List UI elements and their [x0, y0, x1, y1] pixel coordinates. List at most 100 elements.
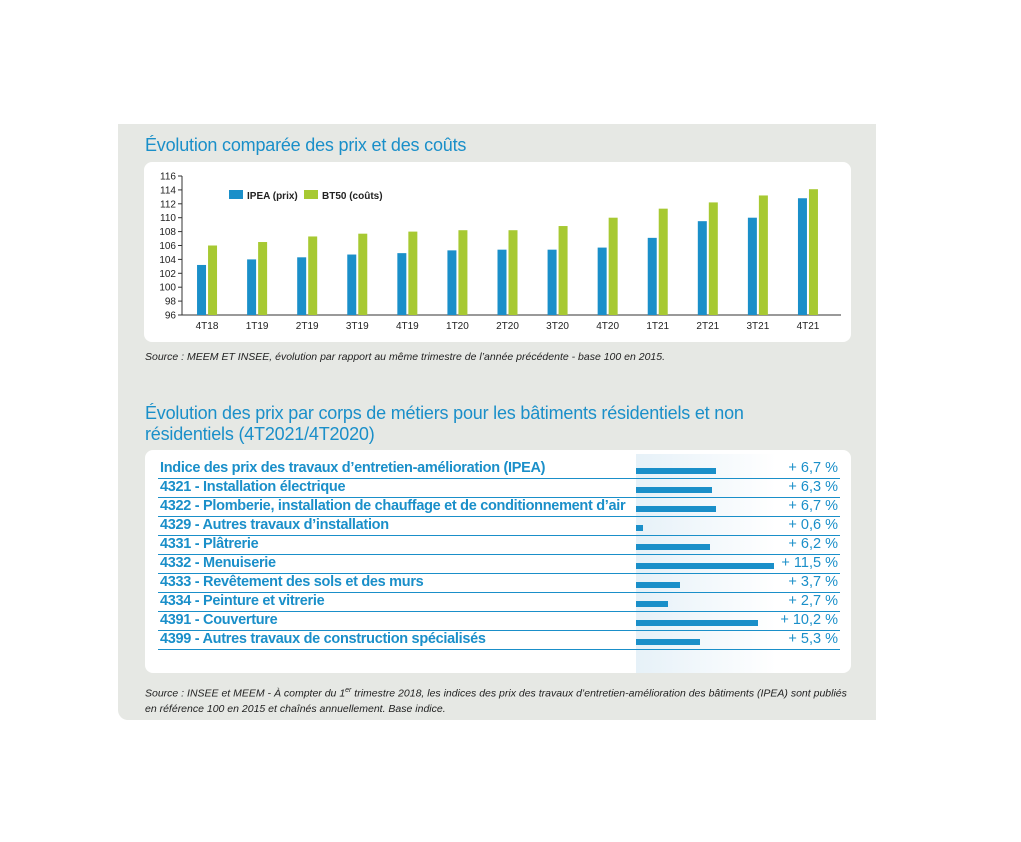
- trade-row: 4334 - Peinture et vitrerie + 2,7 %: [158, 592, 840, 612]
- trade-label: 4334 - Peinture et vitrerie: [160, 593, 325, 609]
- trade-label: Indice des prix des travaux d’entretien-…: [160, 460, 546, 476]
- x-tick-label: 1T21: [646, 321, 669, 332]
- y-tick-label: 104: [159, 255, 176, 266]
- x-tick-label: 3T21: [746, 321, 769, 332]
- trade-bar: [636, 639, 700, 645]
- bar-ipea: [597, 247, 607, 315]
- trade-value: + 2,7 %: [788, 593, 838, 609]
- trade-value: + 0,6 %: [788, 517, 838, 533]
- x-tick-label: 3T19: [346, 321, 369, 332]
- trade-value: + 6,2 %: [788, 536, 838, 552]
- trades-source-sup: er: [345, 687, 352, 694]
- x-tick-label: 4T19: [396, 321, 419, 332]
- trade-label: 4391 - Couverture: [160, 612, 278, 628]
- bar-ipea: [247, 259, 257, 315]
- bar-bt50: [658, 208, 668, 315]
- x-tick-label: 4T18: [196, 321, 219, 332]
- bar-ipea: [547, 249, 557, 315]
- trade-row: 4333 - Revêtement des sols et des murs + …: [158, 573, 840, 593]
- trade-value: + 3,7 %: [788, 574, 838, 590]
- bar-ipea: [647, 237, 657, 315]
- y-tick-label: 114: [160, 185, 176, 196]
- bar-chart: 116 114 112 110 108 106 104 102 100 98 96 4T18 1T19 2…: [159, 172, 841, 332]
- trade-row: 4391 - Couverture + 10,2 %: [158, 611, 840, 631]
- trade-row: 4332 - Menuiserie + 11,5 %: [158, 554, 840, 574]
- legend-label: BT50 (coûts): [322, 191, 383, 202]
- bar-bt50: [258, 242, 268, 315]
- trade-label: 4332 - Menuiserie: [160, 555, 276, 571]
- bar-ipea: [397, 253, 407, 315]
- trade-row: 4329 - Autres travaux d’installation + 0,…: [158, 516, 840, 536]
- bar-ipea: [497, 249, 507, 315]
- bar-ipea: [297, 257, 307, 315]
- trade-value: + 6,7 %: [788, 498, 838, 514]
- trade-label: 4333 - Revêtement des sols et des murs: [160, 574, 424, 590]
- bar-bt50: [708, 202, 718, 315]
- bar-ipea: [447, 250, 457, 315]
- trade-label: 4321 - Installation électrique: [160, 479, 346, 495]
- bar-ipea: [697, 221, 707, 315]
- bar-bt50: [608, 217, 618, 315]
- trade-bar: [636, 544, 711, 550]
- trades-source-part2: trimestre 2018, les indices des prix des…: [145, 687, 847, 715]
- y-tick-label: 110: [160, 213, 176, 224]
- y-tick-label: 102: [159, 269, 176, 280]
- bar-bt50: [758, 195, 768, 315]
- bar-ipea: [747, 217, 757, 315]
- bar-bt50: [558, 226, 568, 315]
- x-tick-label: 1T20: [446, 321, 469, 332]
- trade-value: + 11,5 %: [781, 555, 838, 571]
- x-tick-label: 1T19: [246, 321, 269, 332]
- trade-value: + 6,3 %: [788, 479, 838, 495]
- trade-bar: [636, 506, 717, 512]
- trade-bar: [636, 620, 759, 626]
- trade-value: + 10,2 %: [780, 612, 838, 628]
- trade-bar: [636, 601, 669, 607]
- trade-bar: [636, 582, 681, 588]
- trade-label: 4322 - Plomberie, installation de chauff…: [160, 498, 626, 514]
- x-tick-label: 3T20: [546, 321, 569, 332]
- bar-bt50: [458, 230, 468, 315]
- trade-row: 4399 - Autres travaux de construction sp…: [158, 630, 840, 650]
- trade-row: 4331 - Plâtrerie + 6,2 %: [158, 535, 840, 555]
- y-tick-label: 112: [160, 199, 176, 210]
- trade-label: 4329 - Autres travaux d’installation: [160, 517, 389, 533]
- legend-swatch: [229, 190, 243, 199]
- x-tick-label: 2T21: [696, 321, 719, 332]
- y-tick-label: 108: [159, 227, 176, 238]
- trade-row: 4322 - Plomberie, installation de chauff…: [158, 497, 840, 517]
- trade-row: Indice des prix des travaux d’entretien-…: [158, 459, 840, 479]
- y-tick-label: 106: [159, 241, 176, 252]
- bar-bt50: [408, 231, 418, 315]
- bar-ipea: [347, 254, 357, 315]
- x-tick-label: 4T21: [797, 321, 820, 332]
- y-tick-label: 98: [165, 297, 177, 308]
- trades-source-part1: Source : INSEE et MEEM - À compter du 1: [145, 687, 346, 700]
- x-tick-label: 4T20: [596, 321, 619, 332]
- y-tick-label: 96: [165, 311, 177, 322]
- trades-title: Évolution des prix par corps de métiers …: [145, 403, 744, 444]
- trade-label: 4331 - Plâtrerie: [160, 536, 259, 552]
- trade-bar: [636, 525, 644, 531]
- trade-value: + 5,3 %: [788, 631, 838, 647]
- trade-value: + 6,7 %: [788, 460, 838, 476]
- trade-label: 4399 - Autres travaux de construction sp…: [160, 631, 486, 647]
- trade-bar: [636, 487, 712, 493]
- bar-bt50: [208, 245, 218, 315]
- legend-swatch: [304, 190, 318, 199]
- trade-bar: [636, 563, 774, 569]
- legend-label: IPEA (prix): [247, 191, 298, 202]
- trade-row: 4321 - Installation électrique + 6,3 %: [158, 478, 840, 498]
- x-tick-label: 2T19: [296, 321, 319, 332]
- bar-bt50: [358, 233, 368, 315]
- bar-bt50: [308, 236, 318, 315]
- bar-ipea: [797, 198, 807, 315]
- bar-ipea: [197, 264, 207, 315]
- y-tick-label: 100: [159, 283, 176, 294]
- y-tick-label: 116: [160, 172, 176, 183]
- chart-card: 116 114 112 110 108 106 104 102 100 98 96 4T18 1T19 2…: [144, 162, 851, 342]
- chart-title: Évolution comparée des prix et des coûts: [145, 135, 467, 155]
- bar-bt50: [508, 230, 518, 315]
- bar-bt50: [808, 189, 818, 315]
- trade-bar: [636, 468, 717, 474]
